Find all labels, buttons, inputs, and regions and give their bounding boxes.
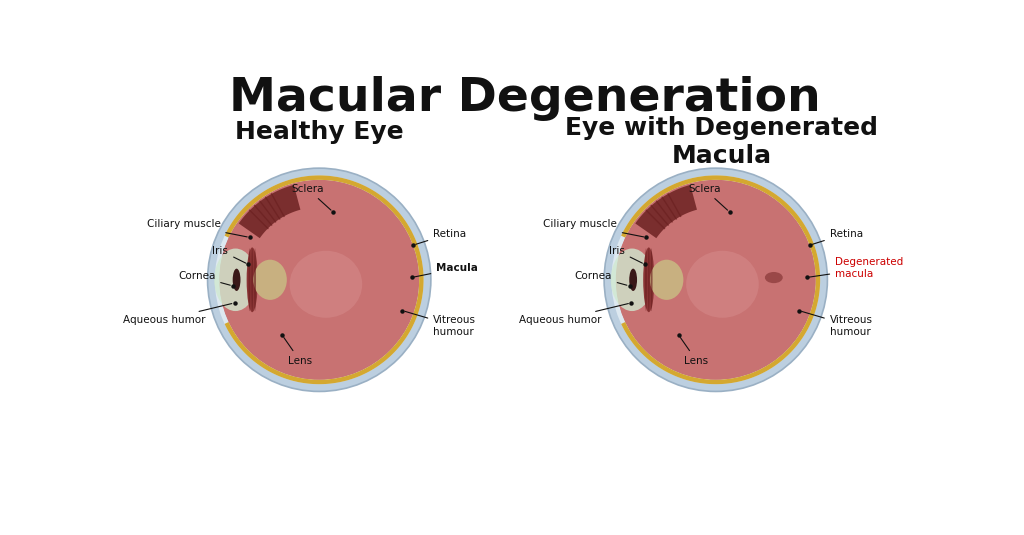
Circle shape: [616, 180, 815, 379]
Ellipse shape: [251, 248, 253, 311]
Text: Retina: Retina: [416, 228, 466, 244]
Ellipse shape: [253, 259, 287, 300]
Text: Vitreous
humour: Vitreous humour: [406, 311, 476, 337]
Text: Vitreous
humour: Vitreous humour: [802, 311, 872, 337]
Ellipse shape: [629, 269, 637, 291]
Text: Sclera: Sclera: [688, 184, 728, 210]
Text: Lens: Lens: [680, 338, 709, 365]
Ellipse shape: [645, 248, 647, 311]
Circle shape: [219, 180, 419, 379]
Text: Iris: Iris: [212, 246, 246, 263]
Circle shape: [219, 180, 419, 380]
Text: Lens: Lens: [284, 338, 312, 365]
Ellipse shape: [254, 248, 256, 311]
Text: Iris: Iris: [609, 246, 642, 263]
Ellipse shape: [648, 248, 650, 311]
Text: Eye with Degenerated
Macula: Eye with Degenerated Macula: [565, 116, 879, 167]
Text: Sclera: Sclera: [292, 184, 331, 210]
Polygon shape: [622, 175, 820, 384]
Text: Macular Degeneration: Macular Degeneration: [229, 76, 820, 121]
Circle shape: [604, 168, 827, 392]
Circle shape: [615, 180, 816, 380]
Ellipse shape: [610, 249, 653, 311]
Circle shape: [208, 168, 431, 392]
Ellipse shape: [643, 247, 654, 312]
Text: Ciliary muscle: Ciliary muscle: [544, 219, 644, 237]
Text: Aqueous humor: Aqueous humor: [123, 303, 231, 325]
Text: Aqueous humor: Aqueous humor: [519, 303, 629, 325]
Ellipse shape: [686, 251, 759, 318]
Text: Healthy Eye: Healthy Eye: [234, 120, 403, 144]
Ellipse shape: [290, 251, 362, 318]
Ellipse shape: [232, 269, 241, 291]
Text: Cornea: Cornea: [178, 271, 230, 285]
Ellipse shape: [247, 247, 258, 312]
Text: Macula: Macula: [415, 263, 478, 277]
Circle shape: [215, 175, 424, 384]
Text: Ciliary muscle: Ciliary muscle: [146, 219, 247, 237]
Polygon shape: [239, 185, 300, 238]
Ellipse shape: [765, 272, 782, 283]
Text: Retina: Retina: [812, 228, 863, 244]
Ellipse shape: [650, 259, 683, 300]
Circle shape: [611, 175, 820, 384]
Text: Degenerated
macula: Degenerated macula: [809, 257, 903, 279]
Polygon shape: [635, 185, 697, 238]
Polygon shape: [224, 175, 424, 384]
Text: Cornea: Cornea: [574, 271, 627, 285]
Ellipse shape: [214, 249, 257, 311]
Ellipse shape: [249, 248, 251, 311]
Ellipse shape: [650, 248, 652, 311]
